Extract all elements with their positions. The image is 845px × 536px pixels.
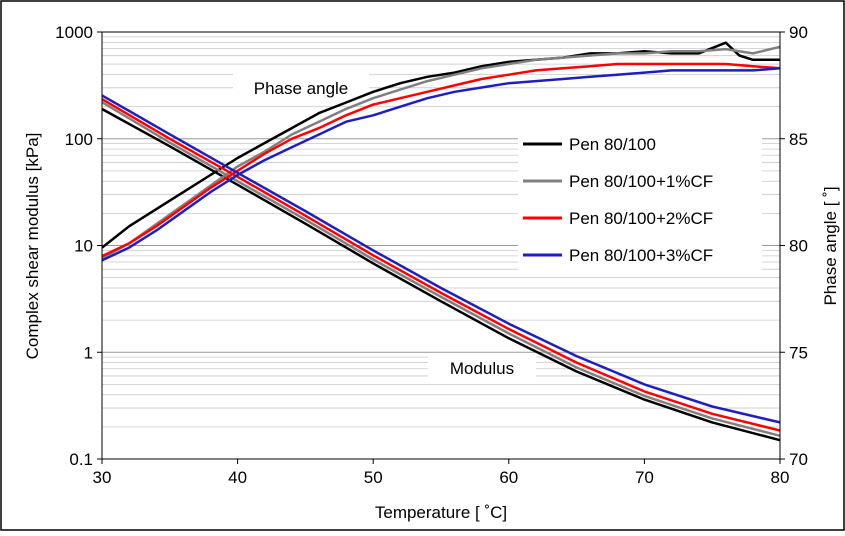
series-2-modulus-line <box>101 101 781 438</box>
modulus-annotation: Modulus <box>450 359 514 378</box>
x-tick-label: 70 <box>635 468 654 487</box>
series-3-modulus-line <box>101 98 781 432</box>
x-tick-label: 40 <box>228 468 247 487</box>
phase-annotation-box <box>233 72 369 104</box>
phase-annotation: Phase angle <box>254 79 349 98</box>
series-4-phase-line <box>101 67 781 262</box>
series-layer <box>101 41 781 442</box>
series-4-modulus-line <box>101 94 781 424</box>
legend-label: Pen 80/100+1%CF <box>569 172 713 191</box>
legend: Pen 80/100 Pen 80/100+1%CF Pen 80/100+2%CF… <box>518 124 762 276</box>
y2-tick-label: 90 <box>789 23 808 42</box>
y-tick-label: 100 <box>65 130 93 149</box>
y-tick-label: 1 <box>84 343 93 362</box>
y-tick-label: 10 <box>74 237 93 256</box>
series-3-phase-line <box>101 62 781 258</box>
y2-tick-label: 70 <box>789 450 808 469</box>
y2-tick-label: 85 <box>789 130 808 149</box>
x-tick-label: 80 <box>771 468 790 487</box>
series-1-phase-line <box>101 41 780 249</box>
x-tick-label: 60 <box>499 468 518 487</box>
legend-label: Pen 80/100 <box>569 135 656 154</box>
legend-label: Pen 80/100+2%CF <box>569 209 713 228</box>
x-axis-title: Temperature [ ˚C] <box>375 503 507 522</box>
y2-tick-label: 80 <box>789 237 808 256</box>
y2-tick-label: 75 <box>789 343 808 362</box>
x-tick-label: 50 <box>364 468 383 487</box>
series-2-phase-line <box>101 45 781 260</box>
legend-background <box>518 124 762 276</box>
y2-axis-title: Phase angle [ ˚] <box>821 186 840 305</box>
modulus-annotation-box <box>428 353 536 383</box>
annotation-layer: Phase angle Modulus <box>233 72 536 383</box>
y-axis-title: Complex shear modulus [kPa] <box>23 133 42 360</box>
y-tick-label: 1000 <box>55 23 93 42</box>
x-tick-label: 30 <box>93 468 112 487</box>
y-tick-label: 0.1 <box>69 450 93 469</box>
legend-label: Pen 80/100+3%CF <box>569 246 713 265</box>
